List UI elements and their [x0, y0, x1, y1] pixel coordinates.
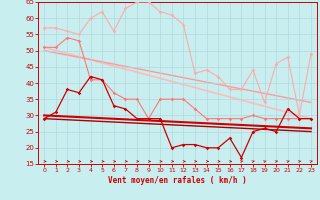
- X-axis label: Vent moyen/en rafales ( km/h ): Vent moyen/en rafales ( km/h ): [108, 176, 247, 185]
